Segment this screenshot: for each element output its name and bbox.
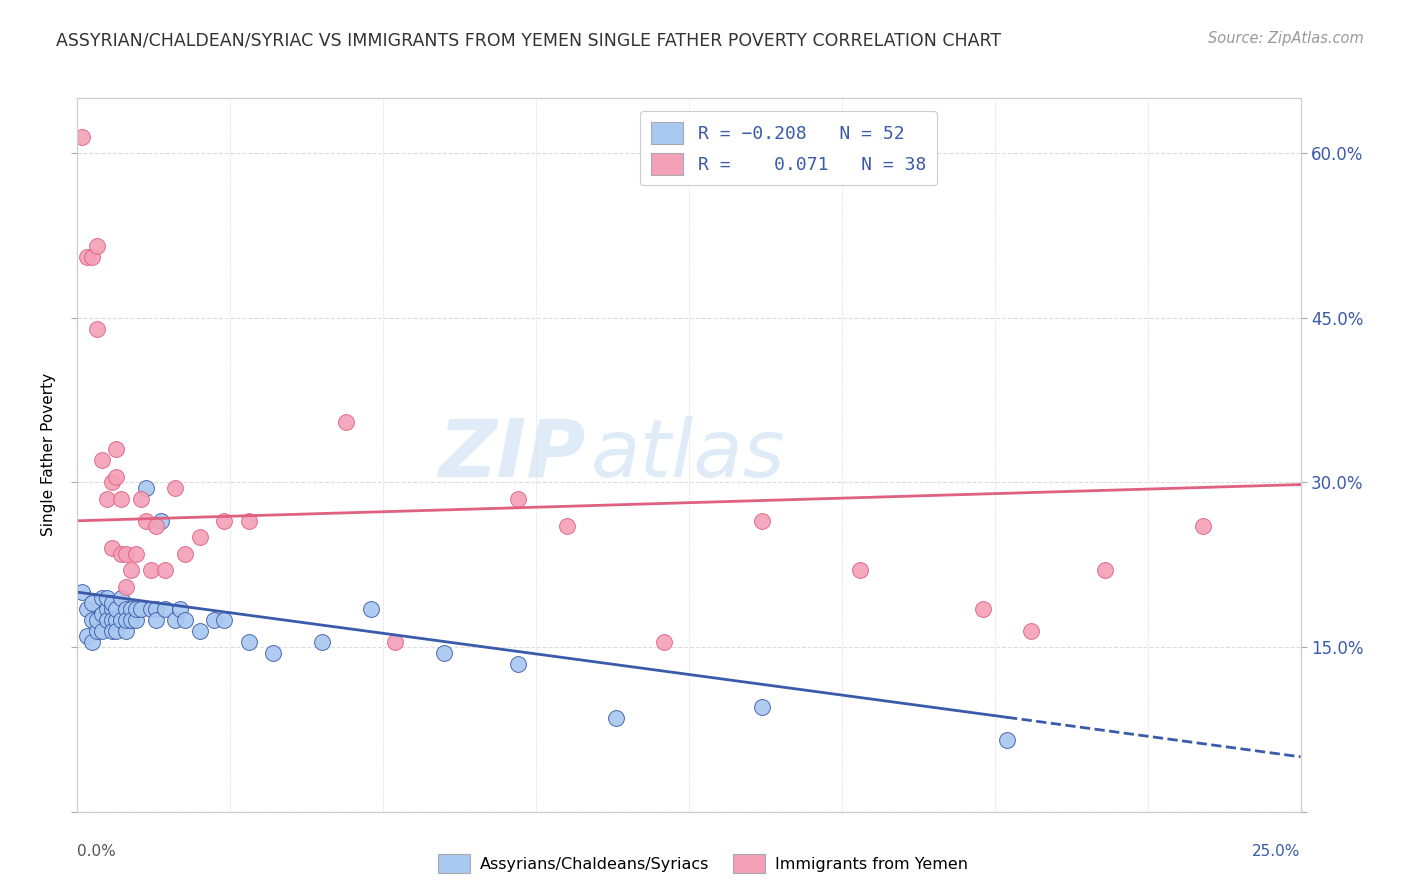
Text: 0.0%: 0.0% xyxy=(77,844,117,859)
Point xyxy=(110,547,132,561)
Legend: R = −0.208   N = 52, R =    0.071   N = 38: R = −0.208 N = 52, R = 0.071 N = 38 xyxy=(640,111,936,186)
Point xyxy=(849,563,872,577)
Point xyxy=(751,514,773,528)
Point xyxy=(70,585,93,599)
Y-axis label: Single Father Poverty: Single Father Poverty xyxy=(41,374,56,536)
Point xyxy=(506,491,529,506)
Point xyxy=(90,607,112,621)
Point xyxy=(96,601,118,615)
Point xyxy=(1191,519,1213,533)
Point xyxy=(555,519,578,533)
Point xyxy=(115,580,138,594)
Legend: Assyrians/Chaldeans/Syriacs, Immigrants from Yemen: Assyrians/Chaldeans/Syriacs, Immigrants … xyxy=(432,847,974,880)
Point xyxy=(86,613,108,627)
Point xyxy=(96,591,118,605)
Point xyxy=(972,601,994,615)
Point xyxy=(169,601,191,615)
Point xyxy=(212,514,235,528)
Point xyxy=(995,733,1018,747)
Text: ZIP: ZIP xyxy=(437,416,585,494)
Point xyxy=(145,519,167,533)
Point xyxy=(86,624,108,638)
Point xyxy=(202,613,225,627)
Point xyxy=(110,491,132,506)
Point xyxy=(155,563,177,577)
Point xyxy=(174,547,197,561)
Point xyxy=(76,250,98,264)
Point xyxy=(100,624,122,638)
Point xyxy=(100,613,122,627)
Point xyxy=(149,514,172,528)
Point xyxy=(139,563,162,577)
Point xyxy=(125,613,148,627)
Point xyxy=(100,475,122,490)
Point xyxy=(105,442,128,457)
Point xyxy=(110,591,132,605)
Point xyxy=(80,613,103,627)
Point xyxy=(384,634,406,648)
Point xyxy=(76,601,98,615)
Point xyxy=(129,601,152,615)
Point xyxy=(155,601,177,615)
Point xyxy=(70,129,93,144)
Point xyxy=(335,415,357,429)
Point xyxy=(188,624,211,638)
Point xyxy=(174,613,197,627)
Point xyxy=(96,613,118,627)
Point xyxy=(100,601,122,615)
Point xyxy=(80,596,103,610)
Point xyxy=(262,646,284,660)
Text: ASSYRIAN/CHALDEAN/SYRIAC VS IMMIGRANTS FROM YEMEN SINGLE FATHER POVERTY CORRELAT: ASSYRIAN/CHALDEAN/SYRIAC VS IMMIGRANTS F… xyxy=(56,31,1001,49)
Point xyxy=(135,514,157,528)
Point xyxy=(90,591,112,605)
Point xyxy=(115,601,138,615)
Point xyxy=(135,481,157,495)
Point xyxy=(120,601,142,615)
Point xyxy=(100,596,122,610)
Point xyxy=(238,634,260,648)
Point xyxy=(105,470,128,484)
Point xyxy=(86,321,108,335)
Point xyxy=(105,624,128,638)
Text: 25.0%: 25.0% xyxy=(1253,844,1301,859)
Point xyxy=(1094,563,1116,577)
Point xyxy=(145,601,167,615)
Point xyxy=(125,601,148,615)
Point xyxy=(654,634,676,648)
Point xyxy=(506,657,529,671)
Point xyxy=(139,601,162,615)
Point xyxy=(80,250,103,264)
Point xyxy=(100,541,122,556)
Point xyxy=(125,547,148,561)
Point xyxy=(115,613,138,627)
Point xyxy=(105,601,128,615)
Text: atlas: atlas xyxy=(591,416,786,494)
Point xyxy=(360,601,382,615)
Point xyxy=(433,646,456,660)
Point xyxy=(76,629,98,643)
Point xyxy=(115,547,138,561)
Point xyxy=(212,613,235,627)
Point xyxy=(110,613,132,627)
Point xyxy=(165,613,187,627)
Point xyxy=(751,700,773,714)
Point xyxy=(90,453,112,467)
Point xyxy=(120,563,142,577)
Point xyxy=(188,530,211,544)
Point xyxy=(90,624,112,638)
Point xyxy=(120,613,142,627)
Point xyxy=(86,239,108,253)
Point xyxy=(129,491,152,506)
Point xyxy=(238,514,260,528)
Point xyxy=(145,613,167,627)
Text: Source: ZipAtlas.com: Source: ZipAtlas.com xyxy=(1208,31,1364,46)
Point xyxy=(115,624,138,638)
Point xyxy=(96,491,118,506)
Point xyxy=(80,634,103,648)
Point xyxy=(105,613,128,627)
Point xyxy=(1021,624,1043,638)
Point xyxy=(311,634,333,648)
Point xyxy=(165,481,187,495)
Point xyxy=(605,711,627,725)
